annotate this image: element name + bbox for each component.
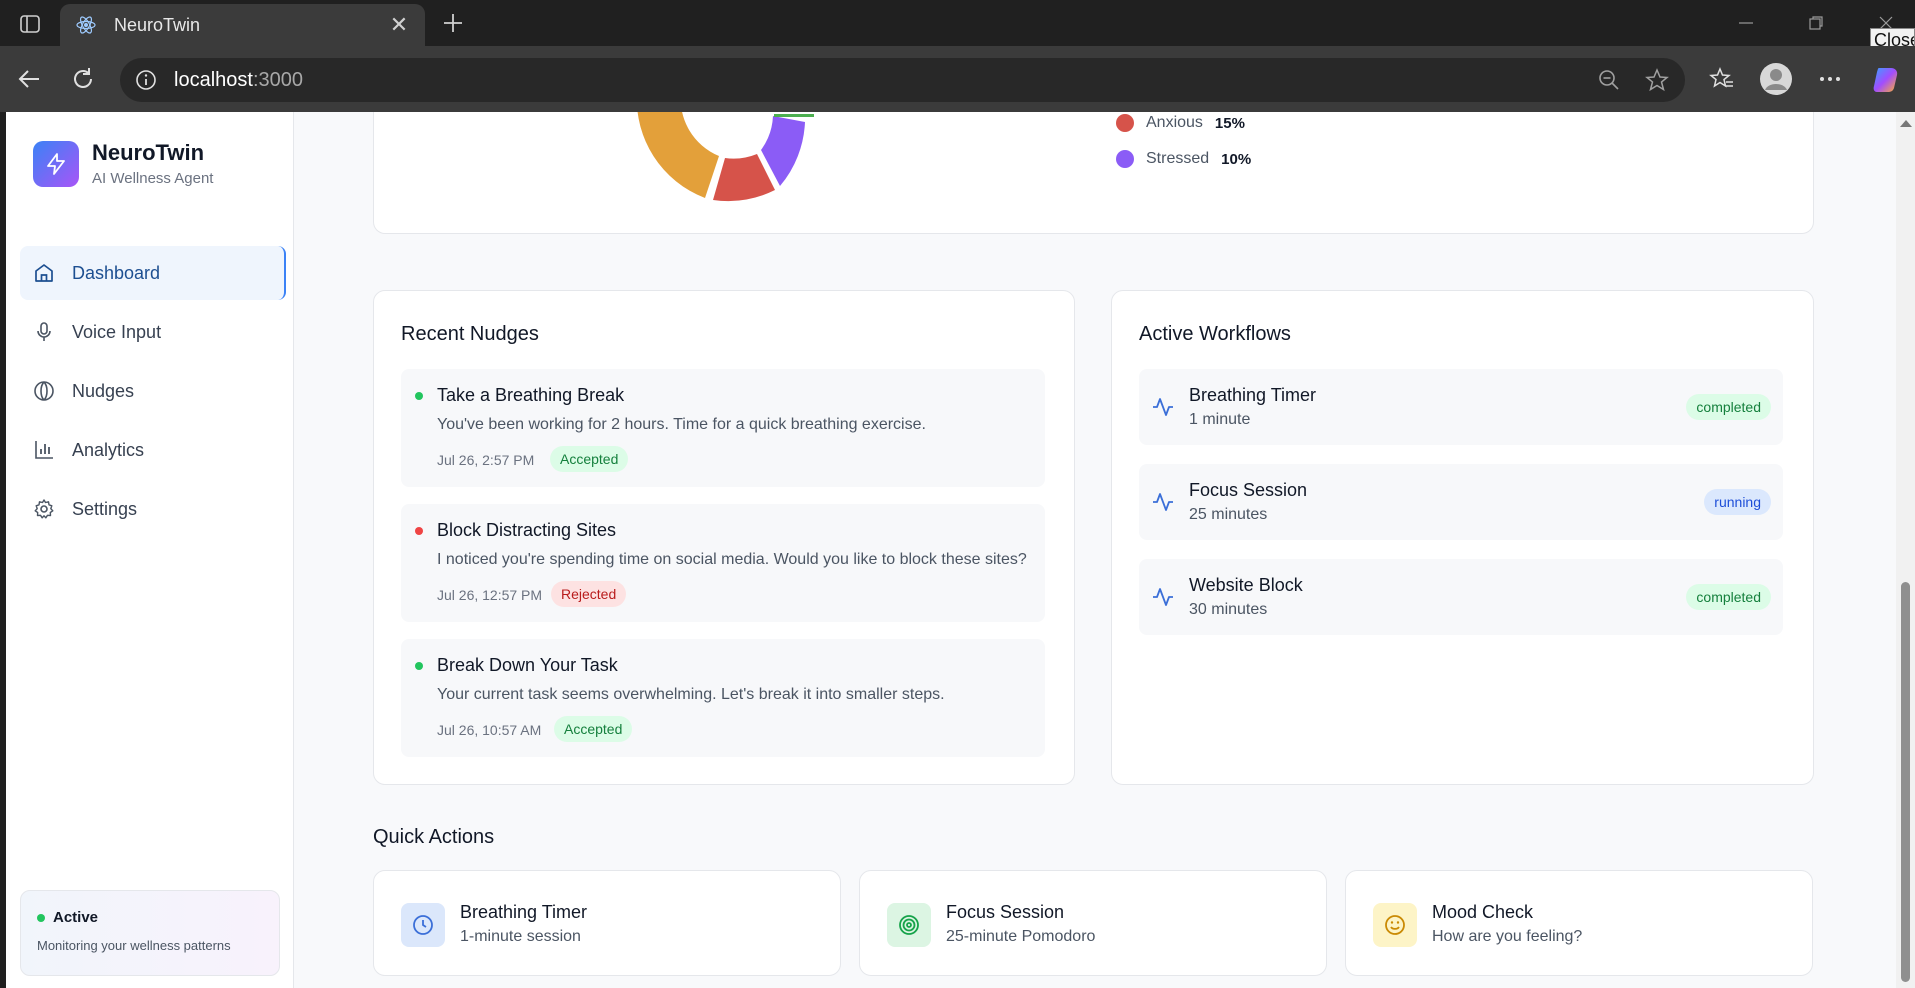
restore-icon[interactable] xyxy=(1796,8,1836,38)
favorite-star-icon[interactable] xyxy=(1643,66,1671,94)
legend-dot xyxy=(1116,150,1134,168)
activity-icon xyxy=(1153,493,1173,511)
contrast-icon xyxy=(32,379,56,403)
nudge-status-dot xyxy=(415,527,423,535)
status-dot xyxy=(37,913,45,922)
active-workflows-title: Active Workflows xyxy=(1139,323,1291,345)
legend-dot xyxy=(1116,114,1134,132)
mood-distribution-card: Anxious 15% Stressed 10% xyxy=(373,112,1814,234)
sidebar: NeuroTwin AI Wellness Agent Dashboard Vo… xyxy=(6,112,294,988)
profile-avatar-icon[interactable] xyxy=(1759,62,1793,96)
workflow-item[interactable]: Focus Session 25 minutes running xyxy=(1139,464,1783,540)
sidebar-item-label: Analytics xyxy=(72,439,145,460)
sidebar-item-analytics[interactable]: Analytics xyxy=(20,423,286,477)
quick-action-breathing-timer[interactable]: Breathing Timer 1-minute session xyxy=(373,870,841,976)
sidebar-item-label: Settings xyxy=(72,498,138,519)
status-badge: completed xyxy=(1686,394,1771,420)
quick-action-focus-session[interactable]: Focus Session 25-minute Pomodoro xyxy=(859,870,1327,976)
favorites-icon[interactable] xyxy=(1705,62,1739,96)
tab-title: NeuroTwin xyxy=(114,14,201,35)
active-workflows-card: Active Workflows Breathing Timer 1 minut… xyxy=(1111,290,1814,785)
back-icon[interactable] xyxy=(12,62,46,96)
window-close-icon[interactable] xyxy=(1866,8,1906,38)
sidebar-item-label: Dashboard xyxy=(72,262,161,283)
sidebar-item-settings[interactable]: Settings xyxy=(20,482,286,536)
quick-action-mood-check[interactable]: Mood Check How are you feeling? xyxy=(1345,870,1813,976)
zoom-out-icon[interactable] xyxy=(1595,66,1623,94)
tab-close-icon[interactable]: ✕ xyxy=(389,12,409,37)
page-viewport: NeuroTwin AI Wellness Agent Dashboard Vo… xyxy=(6,112,1896,988)
quick-actions-title: Quick Actions xyxy=(373,826,495,848)
mood-donut-chart xyxy=(637,112,814,202)
page-scrollbar[interactable] xyxy=(1896,112,1915,988)
smile-icon xyxy=(1373,903,1417,947)
status-label: Active xyxy=(53,909,99,926)
brand: NeuroTwin AI Wellness Agent xyxy=(33,140,213,187)
microphone-icon xyxy=(32,320,56,344)
lightning-icon xyxy=(33,140,79,187)
app-subtitle: AI Wellness Agent xyxy=(92,170,214,187)
refresh-icon[interactable] xyxy=(66,62,100,96)
sidebar-item-label: Nudges xyxy=(72,380,135,401)
recent-nudges-card: Recent Nudges Take a Breathing Break You… xyxy=(373,290,1075,785)
status-badge: completed xyxy=(1686,584,1771,610)
donut-segment-anxious xyxy=(713,154,775,202)
target-icon xyxy=(887,903,931,947)
workflow-item[interactable]: Breathing Timer 1 minute completed xyxy=(1139,369,1783,445)
status-badge: Accepted xyxy=(554,716,633,742)
site-info-icon[interactable] xyxy=(132,66,160,94)
sidebar-item-dashboard[interactable]: Dashboard xyxy=(20,246,286,300)
react-icon xyxy=(74,13,98,37)
gear-icon xyxy=(32,497,56,521)
legend-item-stressed: Stressed 10% xyxy=(1116,150,1251,168)
more-options-icon[interactable] xyxy=(1813,62,1847,96)
nudge-item[interactable]: Take a Breathing Break You've been worki… xyxy=(401,369,1045,487)
browser-tab-bar: NeuroTwin ✕ xyxy=(0,0,1915,46)
status-text: Monitoring your wellness patterns xyxy=(37,938,231,953)
address-bar[interactable]: localhost:3000 xyxy=(120,58,1685,102)
bar-chart-icon xyxy=(32,438,56,462)
browser-tab[interactable]: NeuroTwin ✕ xyxy=(60,4,425,46)
donut-segment-happy xyxy=(637,112,719,198)
browser-toolbar: localhost:3000 xyxy=(0,46,1915,112)
sidebar-item-nudges[interactable]: Nudges xyxy=(20,364,286,418)
app-name: NeuroTwin xyxy=(92,140,205,165)
sidebar-item-voice-input[interactable]: Voice Input xyxy=(20,305,286,359)
workflow-item[interactable]: Website Block 30 minutes completed xyxy=(1139,559,1783,635)
scroll-up-arrow[interactable] xyxy=(1900,120,1912,127)
scroll-thumb[interactable] xyxy=(1901,582,1910,982)
new-tab-icon[interactable] xyxy=(438,8,468,38)
sidebar-menu: Dashboard Voice Input Nudges Analytics xyxy=(20,246,286,541)
agent-status-card: Active Monitoring your wellness patterns xyxy=(20,890,280,976)
sidebar-item-label: Voice Input xyxy=(72,321,162,342)
status-badge: Accepted xyxy=(550,446,629,472)
nudge-status-dot xyxy=(415,662,423,670)
legend-item-anxious: Anxious 15% xyxy=(1116,114,1245,132)
activity-icon xyxy=(1153,588,1173,606)
donut-segment-stressed xyxy=(761,116,805,186)
status-badge: Rejected xyxy=(551,581,627,607)
minimize-icon[interactable] xyxy=(1726,8,1766,38)
tab-actions-icon[interactable] xyxy=(16,10,44,38)
activity-icon xyxy=(1153,398,1173,416)
clock-icon xyxy=(401,903,445,947)
nudge-item[interactable]: Break Down Your Task Your current task s… xyxy=(401,639,1045,757)
url-text: localhost:3000 xyxy=(174,68,303,91)
nudge-item[interactable]: Block Distracting Sites I noticed you're… xyxy=(401,504,1045,622)
recent-nudges-title: Recent Nudges xyxy=(401,323,539,345)
status-badge: running xyxy=(1704,489,1771,515)
home-icon xyxy=(32,261,56,285)
nudge-status-dot xyxy=(415,392,423,400)
donut-segment-calm xyxy=(774,114,814,117)
copilot-icon[interactable] xyxy=(1869,62,1903,96)
